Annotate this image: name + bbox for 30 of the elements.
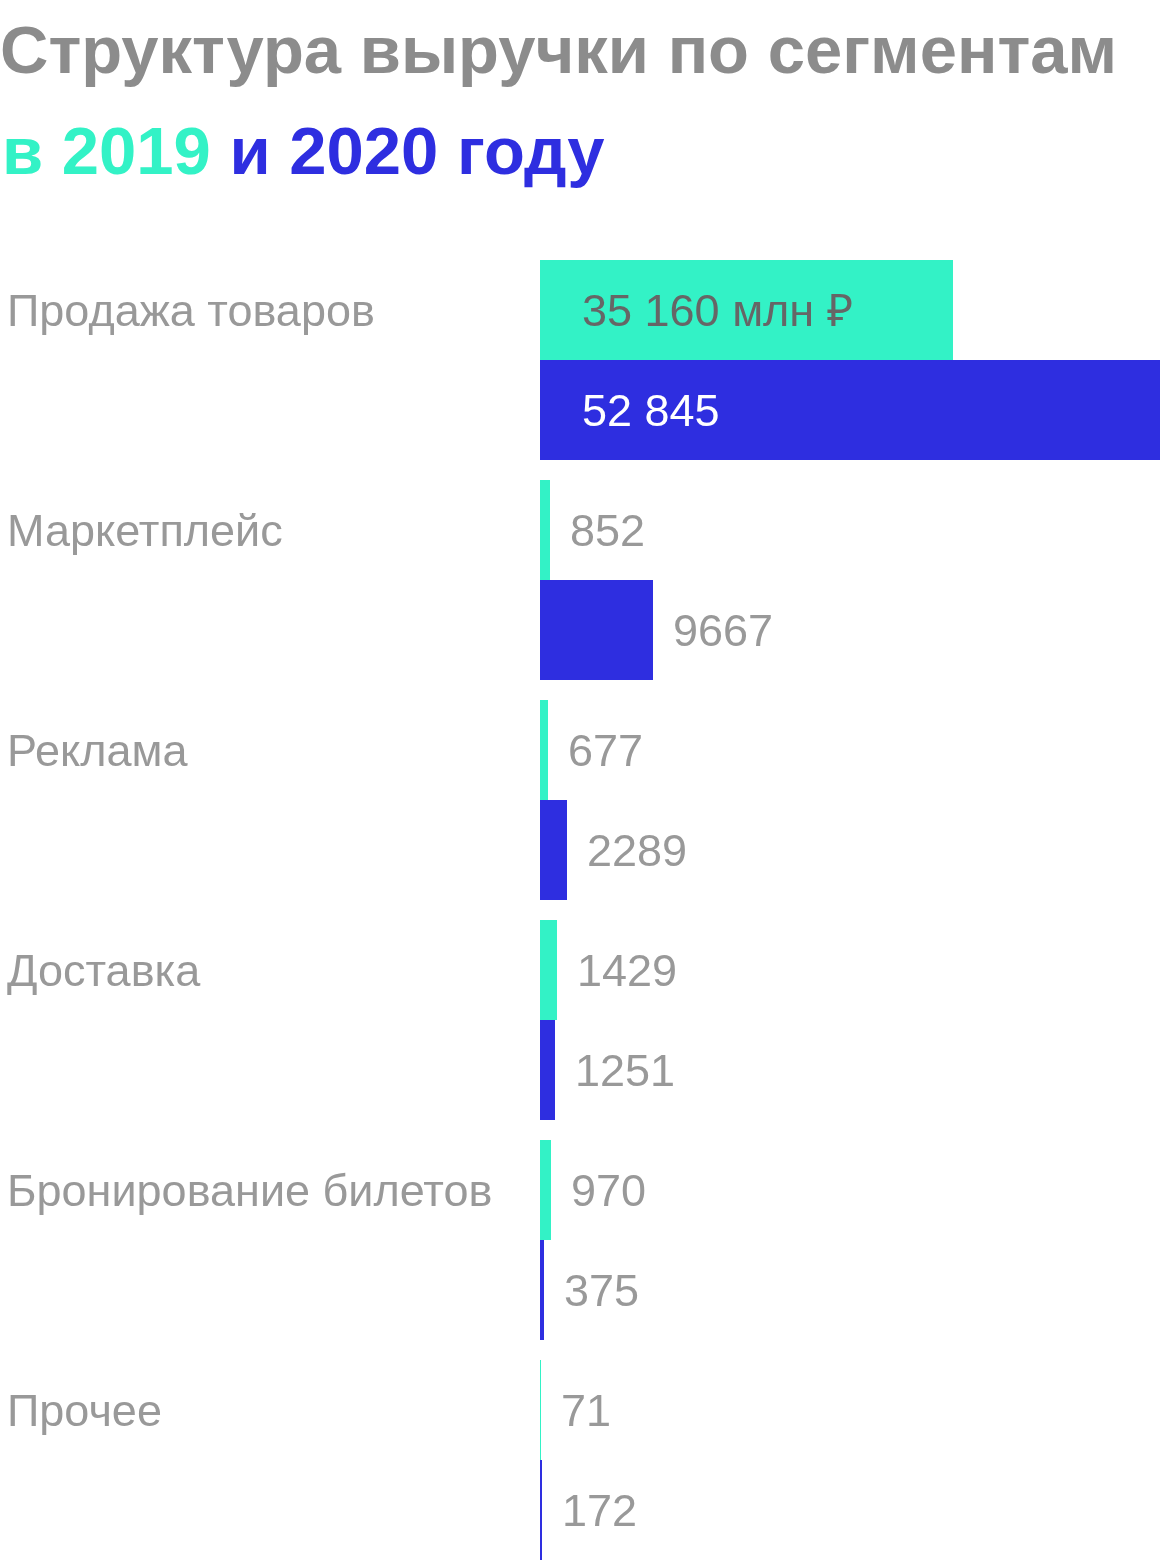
data-label: 2289	[587, 825, 688, 876]
data-label: 970	[571, 1165, 647, 1216]
bar	[540, 1020, 555, 1120]
data-label: 1429	[577, 945, 678, 996]
data-label: 172	[562, 1485, 638, 1536]
y-tick-label: Доставка	[7, 945, 202, 996]
chart-title: Структура выручки по сегментам	[0, 12, 1118, 88]
bar	[540, 920, 557, 1020]
data-label: 1251	[575, 1045, 676, 1096]
bar	[540, 260, 953, 360]
y-tick-label: Прочее	[7, 1385, 162, 1436]
data-label: 677	[568, 725, 644, 776]
bar	[540, 580, 653, 680]
y-tick-label: Продажа товаров	[7, 285, 375, 336]
y-tick-label: Бронирование билетов	[7, 1165, 493, 1216]
bar	[540, 700, 548, 800]
data-label: 852	[570, 505, 646, 556]
bar	[540, 1140, 551, 1240]
data-label: 52 845	[582, 385, 720, 436]
data-label: 9667	[673, 605, 774, 656]
chart-subtitle: в 2019 и 2020 году	[2, 113, 605, 188]
bar	[540, 800, 567, 900]
bar	[540, 1240, 544, 1340]
data-label: 35 160 млн ₽	[582, 285, 853, 336]
data-label: 71	[561, 1385, 612, 1436]
bar	[540, 480, 550, 580]
data-label: 375	[564, 1265, 640, 1316]
y-tick-label: Маркетплейс	[7, 505, 283, 556]
y-tick-label: Реклама	[7, 725, 189, 776]
bar	[540, 360, 1160, 460]
